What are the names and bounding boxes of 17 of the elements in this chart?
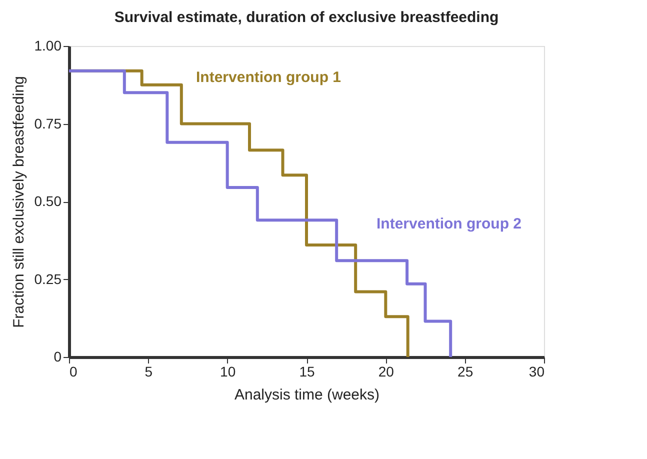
y-axis-title: Fraction still exclusively breastfeeding xyxy=(10,76,28,328)
y-tick-label: 0.50 xyxy=(34,193,62,209)
x-tick-label: 25 xyxy=(458,364,474,380)
series-label: Intervention group 2 xyxy=(376,215,522,232)
x-tick-label: 10 xyxy=(220,364,236,380)
x-tick-label: 30 xyxy=(528,364,545,380)
x-tick-label: 20 xyxy=(378,364,394,380)
y-tick-label: 0.25 xyxy=(34,270,62,287)
chart-title: Survival estimate, duration of exclusive breastfeeding xyxy=(114,9,499,26)
y-tick-label: 0 xyxy=(54,348,62,364)
y-tick-label: 1.00 xyxy=(34,38,62,54)
y-tick-label: 0.75 xyxy=(34,115,62,132)
x-axis-title: Analysis time (weeks) xyxy=(234,386,380,404)
x-tick-label: 0 xyxy=(70,364,78,380)
x-tick-label: 15 xyxy=(299,364,315,380)
x-tick-label: 5 xyxy=(144,364,153,380)
series-label: Intervention group 1 xyxy=(196,69,342,86)
